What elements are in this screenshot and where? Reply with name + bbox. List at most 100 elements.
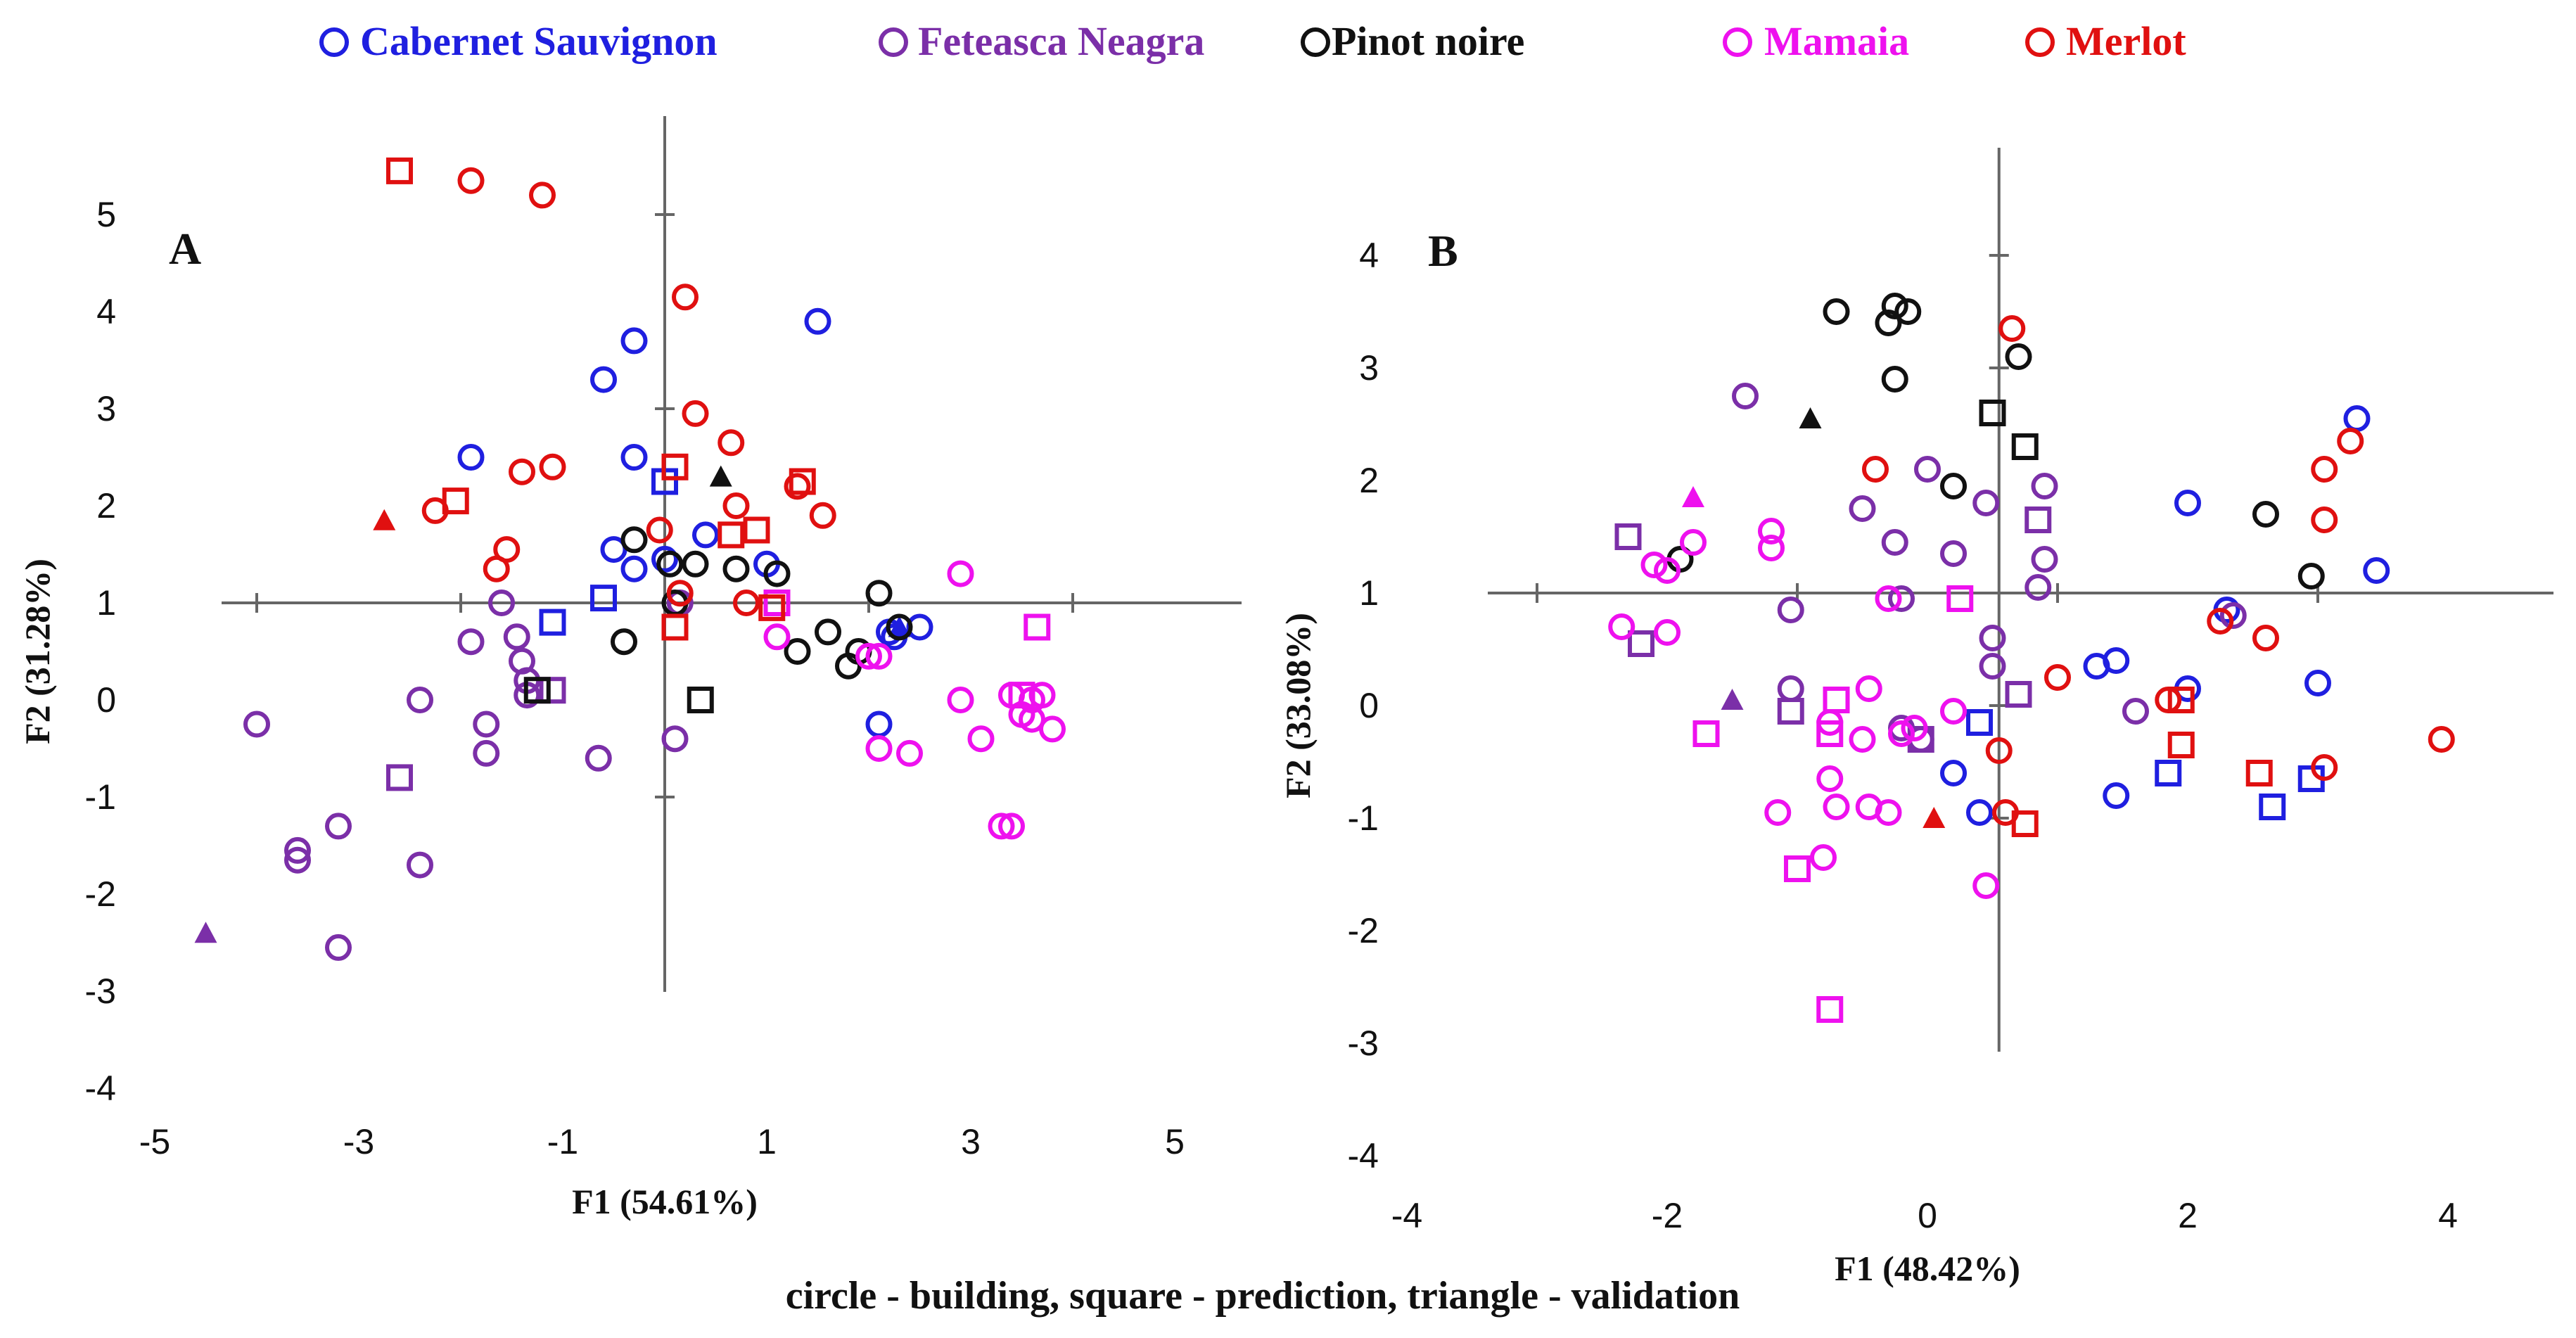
point-circle-merlot — [2337, 428, 2364, 454]
point-circle-feteasca-neagra — [1888, 585, 1915, 612]
point-circle-feteasca-neagra — [503, 623, 530, 651]
point-square-feteasca-neagra — [1628, 630, 1654, 657]
point-circle-merlot — [646, 516, 673, 544]
point-circle-pinot-noire — [656, 550, 684, 578]
point-circle-mamaia — [1849, 726, 1876, 753]
y-tick-label: -3 — [1348, 1024, 1379, 1063]
point-circle-pinot-noire — [2252, 501, 2279, 528]
point-circle-mamaia — [1816, 765, 1844, 792]
series-feteasca-neagra-b — [1614, 383, 2247, 753]
point-square-merlot — [442, 488, 469, 515]
point-square-pinot-noire — [2011, 433, 2039, 460]
y-tick-label: 2 — [1359, 461, 1379, 500]
point-circle-merlot — [682, 400, 709, 427]
point-circle-feteasca-neagra — [1979, 653, 2006, 680]
point-circle-feteasca-neagra — [457, 628, 485, 656]
point-square-feteasca-neagra — [1777, 698, 1804, 725]
point-circle-cabernet-sauvignon — [620, 555, 648, 582]
point-circle-feteasca-neagra — [585, 744, 612, 772]
point-circle-merlot — [539, 453, 566, 480]
point-circle-cabernet-sauvignon — [2174, 490, 2201, 516]
legend-item-pinot: Pinot noire — [1301, 18, 1524, 64]
y-tick-label: 0 — [1359, 686, 1379, 725]
point-circle-pinot-noire — [2297, 563, 2325, 590]
point-circle-merlot — [2311, 754, 2338, 781]
legend-label-cabernet: Cabernet Sauvignon — [360, 18, 718, 64]
point-circle-pinot-noire — [865, 580, 893, 607]
point-circle-cabernet-sauvignon — [692, 521, 719, 549]
series-pinot-noire-a — [523, 465, 913, 713]
point-circle-pinot-noire — [1881, 293, 1908, 319]
point-circle-feteasca-neagra — [325, 813, 352, 840]
x-tick-label: -1 — [547, 1122, 578, 1161]
point-circle-mamaia — [1855, 675, 1882, 702]
point-circle-cabernet-sauvignon — [2343, 405, 2371, 432]
y-tick-label: -3 — [85, 971, 116, 1011]
point-circle-mamaia — [1654, 619, 1681, 646]
point-triangle-merlot — [1923, 807, 1946, 828]
point-square-merlot — [718, 521, 745, 549]
point-circle-mamaia — [1972, 872, 2000, 899]
point-circle-feteasca-neagra — [488, 590, 515, 616]
series-cabernet-sauvignon-b — [1940, 405, 2390, 826]
point-circle-pinot-noire — [886, 613, 913, 641]
point-circle-merlot — [733, 590, 760, 616]
panel-label-a: A — [169, 224, 201, 274]
point-circle-mamaia — [1654, 557, 1681, 584]
y-tick-label: 4 — [96, 292, 116, 331]
point-square-merlot — [2167, 687, 2195, 713]
point-circle-merlot — [666, 580, 694, 607]
point-circle-cabernet-sauvignon — [590, 366, 617, 393]
point-circle-feteasca-neagra — [1777, 597, 1804, 623]
legend-label-merlot: Merlot — [2066, 18, 2186, 64]
point-square-merlot — [2011, 810, 2039, 837]
point-circle-merlot — [809, 502, 836, 529]
x-tick-label: 4 — [2438, 1196, 2458, 1235]
point-circle-mamaia — [1758, 518, 1785, 544]
point-circle-merlot — [1862, 456, 1889, 483]
point-circle-mamaia — [1039, 715, 1066, 743]
point-circle-cabernet-sauvignon — [2103, 647, 2130, 674]
point-triangle-mamaia — [1682, 486, 1704, 507]
point-circle-mamaia — [865, 642, 893, 670]
point-circle-merlot — [672, 283, 699, 311]
point-circle-mamaia — [947, 687, 974, 713]
series-feteasca-neagra-a — [194, 590, 694, 961]
y-tick-label: 3 — [1359, 348, 1379, 388]
point-circle-merlot — [1998, 315, 2026, 342]
point-circle-mamaia — [1888, 720, 1915, 747]
point-circle-merlot — [457, 167, 485, 194]
point-circle-merlot — [2207, 608, 2234, 635]
point-circle-pinot-noire — [1881, 366, 1908, 393]
y-tick-label: 2 — [96, 486, 116, 525]
legend: Cabernet Sauvignon Feteasca Neagra Pinot… — [319, 18, 2186, 64]
point-circle-pinot-noire — [1940, 473, 1967, 499]
point-circle-mamaia — [1901, 715, 1928, 741]
y-tick-label: -4 — [85, 1069, 116, 1108]
point-square-mamaia — [763, 590, 791, 616]
point-circle-cabernet-sauvignon — [804, 307, 831, 335]
point-circle-pinot-noire — [682, 550, 709, 578]
point-square-cabernet-sauvignon — [2259, 794, 2286, 820]
point-circle-mamaia — [1640, 552, 1668, 578]
point-circle-pinot-noire — [784, 638, 811, 665]
legend-label-feteasca: Feteasca Neagra — [918, 18, 1204, 64]
point-square-cabernet-sauvignon — [590, 585, 617, 612]
point-square-mamaia — [1816, 720, 1844, 747]
point-square-cabernet-sauvignon — [539, 609, 566, 636]
point-circle-feteasca-neagra — [473, 739, 500, 767]
point-circle-cabernet-sauvignon — [865, 711, 893, 738]
point-circle-pinot-noire — [815, 618, 841, 646]
point-circle-cabernet-sauvignon — [2363, 557, 2390, 584]
point-circle-pinot-noire — [1875, 310, 1902, 336]
point-circle-feteasca-neagra — [1979, 625, 2006, 651]
point-circle-mamaia — [855, 642, 882, 670]
legend-marker-feteasca — [879, 27, 908, 57]
point-circle-feteasca-neagra — [1777, 675, 1804, 702]
point-circle-feteasca-neagra — [1940, 540, 1967, 567]
point-circle-cabernet-sauvignon — [2103, 782, 2130, 809]
point-circle-merlot — [2044, 664, 2071, 691]
point-circle-merlot — [2311, 456, 2338, 483]
point-square-merlot — [789, 468, 816, 495]
